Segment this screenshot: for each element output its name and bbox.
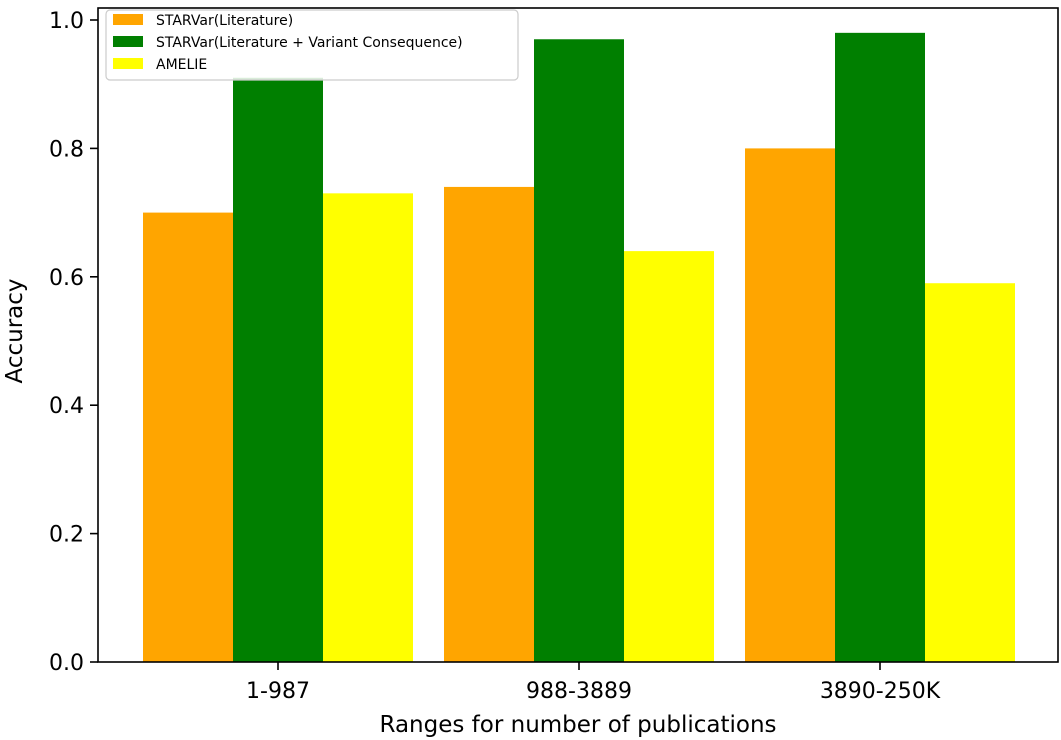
- legend-label: STARVar(Literature + Variant Consequence…: [156, 35, 463, 51]
- legend-label: STARVar(Literature): [156, 13, 293, 29]
- bar-1-1-987: [143, 212, 233, 662]
- y-axis-title: Accuracy: [2, 278, 28, 383]
- bar-2-1-987: [233, 77, 323, 662]
- legend-swatch: [113, 14, 143, 25]
- plot-frame: [97, 7, 1059, 663]
- legend-box: [105, 9, 519, 81]
- x-tick-label: 1-987: [246, 679, 310, 704]
- y-tick-label: 0.4: [49, 394, 84, 419]
- y-tick-label: 0.8: [49, 137, 84, 162]
- y-tick-label: 0.6: [49, 266, 84, 291]
- x-tick-label: 988-3889: [526, 679, 632, 704]
- legend-swatch: [113, 58, 143, 69]
- legend-swatch: [113, 36, 143, 47]
- bar-2-988-3889: [534, 39, 624, 662]
- legend: STARVar(Literature) STARVar(Literature + …: [105, 9, 519, 81]
- legend-label: AMELIE: [156, 57, 207, 73]
- bar-3-3890-250K: [925, 283, 1015, 662]
- bar-3-988-3889: [624, 251, 714, 662]
- bar-3-1-987: [323, 193, 413, 662]
- bar-1-988-3889: [444, 186, 534, 663]
- bar-1-3890-250K: [745, 148, 835, 662]
- y-tick-label: 1.0: [49, 9, 84, 34]
- x-tick-label: 3890-250K: [820, 679, 941, 704]
- bars-layer: [143, 32, 1015, 663]
- y-axis: 0.0 0.2 0.4 0.6 0.8 1.0: [49, 9, 98, 676]
- y-tick-label: 0.0: [49, 651, 84, 676]
- x-axis: 1-987 988-3889 3890-250K: [246, 662, 941, 704]
- y-tick-label: 0.2: [49, 523, 84, 548]
- x-axis-title: Ranges for number of publications: [379, 712, 776, 738]
- bar-2-3890-250K: [835, 32, 925, 662]
